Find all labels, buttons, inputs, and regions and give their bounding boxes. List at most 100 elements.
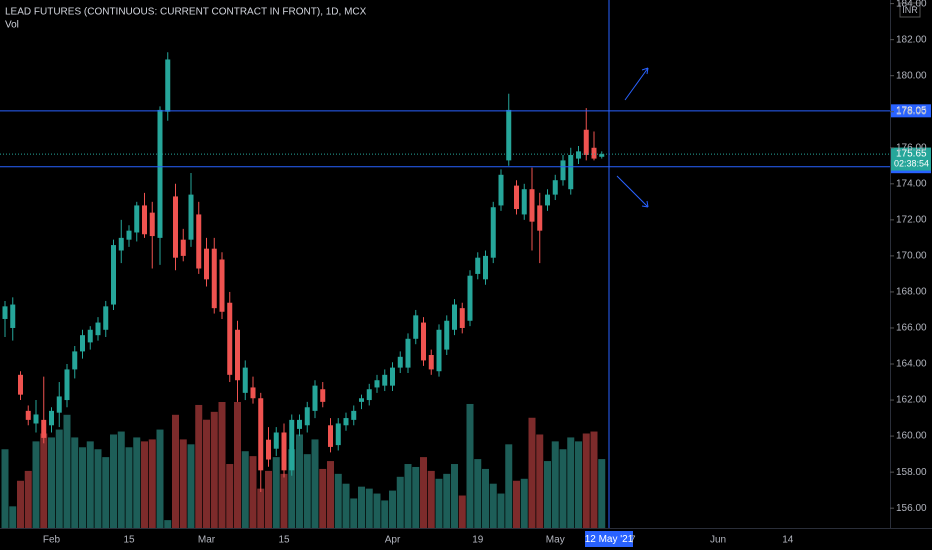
volume-bar: [474, 459, 482, 528]
x-tick-label: Apr: [385, 535, 401, 546]
candle-body: [320, 389, 326, 402]
candle-body: [157, 109, 163, 238]
candle-body: [111, 245, 116, 305]
y-tick-label: 174.00: [896, 178, 927, 189]
x-tick-label: Jun: [710, 535, 726, 546]
candle-body: [514, 185, 519, 210]
volume-bar: [590, 431, 598, 528]
y-tick-label: 156.00: [896, 503, 927, 514]
candle-body: [134, 205, 140, 233]
volume-bar: [133, 437, 141, 528]
volume-bar: [48, 437, 55, 528]
volume-bar: [249, 456, 257, 528]
countdown-label: 02:38:54: [894, 158, 929, 168]
volume-bar: [179, 439, 187, 528]
y-tick-label: 168.00: [896, 287, 927, 298]
volume-bar: [582, 433, 590, 528]
volume-bar: [187, 444, 195, 528]
candle-body: [343, 418, 349, 426]
currency-label: INR: [902, 5, 918, 15]
y-tick-label: 176.00: [896, 142, 927, 153]
volume-bar: [63, 414, 71, 528]
volume-bar: [466, 403, 474, 528]
candle-body: [428, 355, 434, 370]
volume-bar: [443, 473, 451, 528]
x-tick-label: 7: [630, 535, 636, 546]
volume-bar: [513, 480, 520, 528]
volume-bar: [412, 466, 420, 528]
candle-body: [444, 320, 450, 350]
candle-body: [560, 160, 566, 181]
candle-body: [72, 351, 78, 370]
volume-bar: [381, 500, 389, 528]
y-tick-label: 162.00: [896, 395, 927, 406]
candle-body: [18, 374, 23, 395]
volume-bar: [164, 520, 172, 528]
volume-bar: [482, 468, 489, 528]
candle-body: [335, 423, 341, 446]
volume-bar: [257, 488, 265, 528]
candle-body: [173, 196, 178, 258]
volume-layer: [1, 402, 606, 528]
candle-body: [328, 425, 333, 447]
volume-bar: [520, 478, 528, 528]
volume-bar: [86, 441, 94, 528]
candle-body: [506, 109, 512, 161]
volume-bar: [195, 404, 203, 528]
y-tick-label: 166.00: [896, 323, 927, 334]
volume-bar: [265, 470, 272, 528]
volume-bar: [559, 449, 567, 528]
volume-bar: [110, 434, 117, 528]
candle-body: [545, 194, 550, 206]
candle-body: [33, 414, 39, 424]
y-tick-label: 158.00: [896, 467, 927, 478]
volume-bar: [303, 454, 311, 528]
candle-body: [80, 335, 85, 352]
currency-box[interactable]: [899, 2, 921, 18]
volume-bar: [420, 457, 427, 528]
crosshair-label-box: [585, 531, 633, 547]
crosshair-label: 12 May '21: [585, 534, 634, 545]
volume-bar: [79, 447, 86, 528]
volume-bar: [125, 447, 133, 528]
volume-bar: [117, 431, 125, 528]
candle-body: [289, 419, 295, 471]
price-label-box: [891, 104, 931, 118]
volume-bar: [505, 444, 513, 528]
candle-body: [142, 205, 147, 235]
candle-body: [397, 356, 403, 368]
candle-body: [390, 367, 395, 386]
volume-bar: [40, 433, 48, 528]
candle-body: [304, 407, 310, 426]
candle-body: [25, 410, 31, 420]
candle-body: [591, 147, 597, 159]
candle-body: [87, 329, 93, 343]
volume-bar: [319, 468, 327, 528]
candle-body: [297, 419, 302, 429]
volume-bar: [234, 402, 241, 528]
volume-bar: [427, 470, 435, 528]
y-tick-label: 178.00: [896, 106, 927, 117]
volume-bar: [342, 483, 350, 528]
y-tick-label: 184.00: [896, 0, 927, 9]
candle-body: [413, 315, 419, 339]
volume-bar: [358, 486, 365, 528]
volume-bar: [55, 429, 63, 528]
candle-body: [405, 338, 411, 368]
chart-title: LEAD FUTURES (CONTINUOUS: CURRENT CONTRA…: [5, 7, 367, 18]
candle-body: [10, 304, 16, 328]
last-price-box: [891, 147, 931, 171]
volume-bar: [241, 451, 249, 528]
candle-body: [56, 396, 62, 413]
volume-bar: [528, 417, 536, 528]
volume-bar: [32, 441, 40, 528]
candle-body: [452, 304, 457, 330]
x-tick-label: 14: [782, 535, 794, 546]
volume-bar: [365, 488, 373, 528]
arrow-up: [624, 67, 649, 101]
candle-body: [49, 410, 54, 426]
y-tick-label: 164.00: [896, 359, 927, 370]
candle-body: [103, 306, 109, 330]
arrow-down-head: [641, 200, 649, 208]
